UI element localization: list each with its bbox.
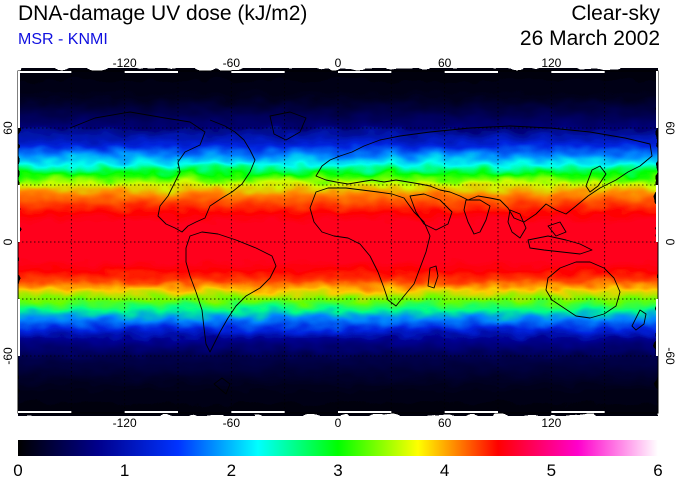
lon-label-top: 60 <box>438 56 452 70</box>
lat-label-right: -60 <box>663 347 677 365</box>
colorbar-tick-label: 4 <box>440 461 449 480</box>
date-label: 26 March 2002 <box>519 27 660 50</box>
lon-label-bottom: 120 <box>541 416 561 430</box>
coastlines <box>69 111 653 395</box>
lon-label-bottom: -120 <box>113 416 137 430</box>
coastline-southeast-asia <box>507 209 593 255</box>
source-label: MSR - KNMI <box>18 31 108 48</box>
coastline-australia <box>545 261 621 319</box>
colorbar-tick-label: 6 <box>653 461 662 480</box>
lat-labels-left: 60 0 -60 <box>1 121 15 365</box>
lon-label-bottom: -60 <box>223 416 241 430</box>
coastline-antarctic-peninsula <box>213 377 231 395</box>
lat-label-left: 60 <box>1 121 15 135</box>
lon-label-top: 0 <box>335 56 342 70</box>
lon-label-top: 120 <box>541 56 561 70</box>
condition-label: Clear-sky <box>571 2 660 25</box>
map-title: DNA-damage UV dose (kJ/m2) <box>18 2 308 25</box>
coastline-africa <box>309 187 431 307</box>
lon-label-top: -60 <box>223 56 241 70</box>
lat-label-left: -60 <box>1 347 15 365</box>
coastline-greenland <box>269 111 307 141</box>
coastline-india <box>463 199 491 235</box>
colorbar-tick-label: 1 <box>120 461 129 480</box>
coastline-new-zealand <box>631 309 647 331</box>
coastline-japan <box>585 165 607 193</box>
colorbar-tick-label: 0 <box>13 461 22 480</box>
lat-labels-right: 60 0 -60 <box>663 121 677 365</box>
lon-labels-bottom: -120 -60 0 60 120 <box>113 416 562 430</box>
lon-label-bottom: 0 <box>335 416 342 430</box>
lat-label-left: 0 <box>1 238 15 245</box>
lon-label-top: -120 <box>113 56 137 70</box>
colorbar-gradient <box>18 440 658 456</box>
coastline-europe-asia <box>315 125 653 223</box>
coastline-arabia <box>409 193 453 231</box>
coastline-madagascar <box>427 265 439 289</box>
coastline-south-america <box>185 231 277 353</box>
colorbar-tick-label: 5 <box>547 461 556 480</box>
colorbar-tick-label: 3 <box>333 461 342 480</box>
lon-label-bottom: 60 <box>438 416 452 430</box>
colorbar: 0 1 2 3 4 5 6 <box>13 440 663 480</box>
coastline-north-america <box>69 111 256 233</box>
map-plot-area <box>17 68 659 416</box>
colorbar-tick-label: 2 <box>227 461 236 480</box>
frame-tick-marks <box>18 71 658 413</box>
lat-label-right: 0 <box>663 239 677 246</box>
lon-labels-top: -120 -60 0 60 120 <box>113 56 562 70</box>
lat-label-right: 60 <box>663 121 677 135</box>
